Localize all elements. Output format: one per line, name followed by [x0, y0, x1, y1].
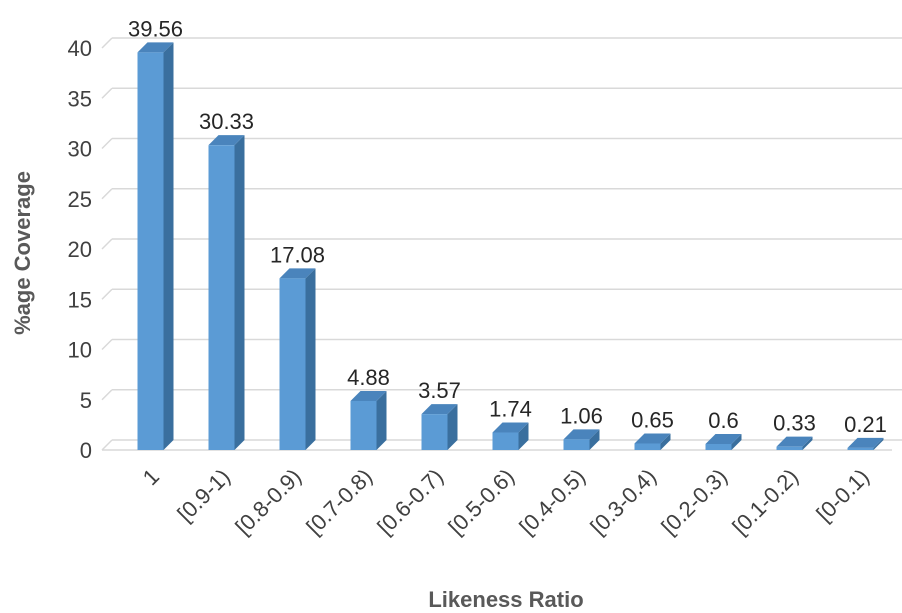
bar [421, 404, 458, 450]
bar [137, 42, 174, 451]
bar-top [350, 390, 387, 401]
y-tick-label: 20 [68, 237, 92, 262]
gridline-depth [101, 439, 113, 451]
bar [208, 135, 245, 450]
bar-front [208, 145, 235, 450]
x-tick-label: [0.7-0.8) [301, 464, 377, 540]
data-label: 3.57 [418, 378, 461, 403]
bar-side [234, 135, 245, 450]
bar-front [279, 278, 306, 450]
bar-side [376, 390, 387, 450]
x-axis-title: Likeness Ratio [428, 587, 583, 612]
x-tick-label: [0.3-0.4) [585, 464, 661, 540]
bar-side [873, 437, 884, 450]
gridline-depth [101, 188, 113, 200]
bar [350, 390, 387, 450]
bar-front [492, 432, 519, 450]
data-label: 1.06 [560, 403, 603, 428]
bar-top [563, 429, 600, 440]
bars [137, 42, 884, 451]
bar-side [802, 436, 813, 450]
bar-top [279, 268, 316, 279]
gridline-depth [101, 137, 113, 150]
bar-side [305, 268, 316, 450]
data-label: 17.08 [270, 242, 325, 267]
x-tick-label: [0-0.1) [811, 464, 874, 527]
bar [776, 436, 813, 450]
gridline-depth [101, 87, 113, 99]
bar-front [563, 439, 590, 450]
bar-top [705, 433, 742, 444]
x-tick-label: 1 [138, 464, 164, 490]
data-label: 0.6 [708, 408, 739, 433]
bar-front [137, 52, 164, 451]
data-label: 4.88 [347, 365, 390, 390]
gridline-depth [101, 288, 113, 300]
data-label: 0.65 [631, 407, 674, 432]
bar-side [731, 433, 742, 450]
bar-top [492, 422, 529, 433]
bar-top [208, 135, 245, 146]
bar-front [705, 443, 732, 450]
bar-side [163, 42, 174, 451]
bar [705, 433, 742, 450]
bar [492, 422, 529, 450]
data-label: 0.33 [773, 411, 816, 436]
bar-side [660, 433, 671, 450]
bar-front [776, 446, 803, 450]
bar-side [518, 422, 529, 450]
bar-top [421, 404, 458, 415]
y-axis-ticks: 0 5 10 15 20 25 30 35 40 [68, 36, 92, 463]
x-tick-label: [0.6-0.7) [372, 464, 448, 540]
x-tick-label: [0.8-0.9) [230, 464, 306, 540]
x-tick-label: [0.1-0.2) [727, 464, 803, 540]
data-label: 1.74 [489, 397, 532, 422]
y-axis-title: %age Coverage [10, 171, 35, 335]
x-tick-label: [0.4-0.5) [514, 464, 590, 540]
bar-top [137, 42, 174, 53]
data-label: 39.56 [128, 16, 183, 41]
bar-front [350, 400, 377, 450]
gridline-depth [101, 238, 113, 250]
x-axis-ticks: 1 [0.9-1)[0.8-0.9)[0.7-0.8)[0.6-0.7)[0.5-… [138, 464, 874, 540]
bar-front [847, 447, 874, 450]
y-tick-label: 25 [68, 187, 92, 212]
x-tick-label: [0.5-0.6) [443, 464, 519, 540]
y-tick-label: 35 [68, 86, 92, 111]
x-tick-label: [0.9-1) [172, 464, 235, 527]
bar-top [776, 436, 813, 447]
gridline-depth [101, 389, 113, 401]
bar-side [589, 429, 600, 450]
bar-front [421, 414, 448, 450]
data-label: 30.33 [199, 109, 254, 134]
data-label: 0.21 [844, 412, 887, 437]
gridline-depth [101, 37, 113, 49]
bar-side [447, 404, 458, 450]
bar [634, 433, 671, 450]
y-tick-label: 30 [68, 137, 92, 162]
bar-top [634, 433, 671, 444]
y-tick-label: 15 [68, 287, 92, 312]
gridline-depth [101, 338, 113, 351]
y-tick-label: 0 [80, 438, 92, 463]
data-labels: 39.56 30.33 17.08 4.88 3.57 1.74 1.06 0.65 0.6 0.… [128, 16, 887, 436]
y-tick-label: 10 [68, 338, 92, 363]
y-tick-label: 5 [80, 388, 92, 413]
y-tick-label: 40 [68, 36, 92, 61]
bar [563, 429, 600, 450]
bar-front [634, 443, 661, 450]
x-tick-label: [0.2-0.3) [656, 464, 732, 540]
bar-top [847, 437, 884, 448]
bar [279, 268, 316, 450]
bar [847, 437, 884, 450]
